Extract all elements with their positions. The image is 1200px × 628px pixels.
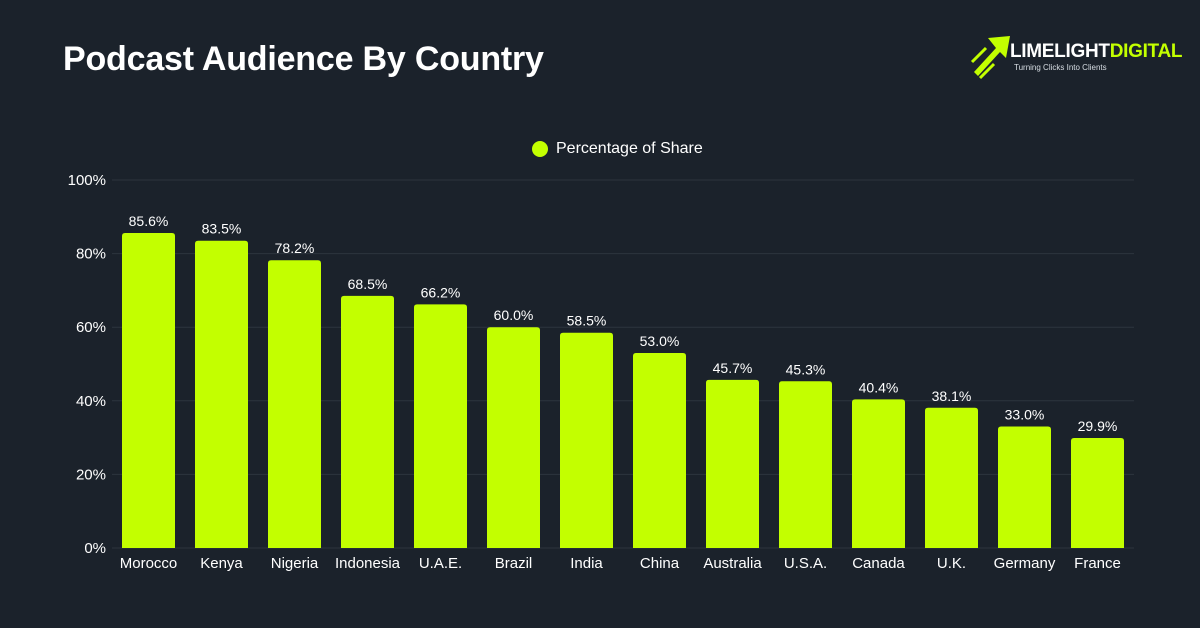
data-label: 40.4% [859,379,899,395]
x-tick-label: Brazil [495,555,533,572]
x-tick-label: Germany [994,555,1056,572]
x-tick-label: India [570,555,603,572]
data-label: 58.5% [567,313,607,329]
bar [268,260,321,548]
brand-name: LIMELIGHTDIGITAL [1010,41,1182,63]
x-tick-label: Kenya [200,555,243,572]
data-label: 78.2% [275,240,315,256]
data-label: 45.7% [713,360,753,376]
bar [195,240,248,548]
bar [414,304,467,548]
chart-legend: Percentage of Share [532,139,703,159]
bar [560,332,613,548]
arrow-rocket-icon [970,36,1010,80]
data-label: 53.0% [640,333,680,349]
data-label: 29.9% [1078,418,1118,434]
x-tick-label: U.K. [937,555,966,572]
legend-swatch [532,141,548,157]
data-label: 68.5% [348,276,388,292]
x-tick-label: Australia [703,555,762,572]
bar [1071,437,1124,548]
data-label: 66.2% [421,284,461,300]
y-tick-label: 40% [76,393,106,410]
data-label: 38.1% [932,388,972,404]
x-tick-label: China [640,555,680,572]
data-label: 45.3% [786,361,826,377]
bar [122,232,175,548]
bar [487,327,540,548]
bar [852,399,905,548]
legend-label: Percentage of Share [556,140,703,157]
data-label: 85.6% [129,213,169,229]
brand-tagline: Turning Clicks Into Clients [1014,63,1107,72]
bar [998,426,1051,548]
y-tick-label: 20% [76,466,106,483]
brand-name-green: DIGITAL [1109,41,1183,62]
bar [706,379,759,548]
brand-name-white: LIMELIGHT [1010,41,1110,62]
brand-logo: LIMELIGHTDIGITAL Turning Clicks Into Cli… [970,32,1182,80]
x-tick-label: France [1074,555,1121,572]
y-tick-label: 0% [84,540,106,557]
bar [341,295,394,548]
y-tick-label: 100% [68,172,106,189]
data-label: 60.0% [494,307,534,323]
x-tick-label: U.S.A. [784,555,827,572]
data-label: 33.0% [1005,407,1045,423]
x-tick-label: Canada [852,555,905,572]
data-label: 83.5% [202,221,242,237]
bar [633,352,686,548]
y-tick-label: 80% [76,246,106,263]
y-tick-label: 60% [76,319,106,336]
x-tick-label: Nigeria [271,555,319,572]
x-tick-label: Morocco [120,555,178,572]
x-tick-label: U.A.E. [419,555,462,572]
bar [779,381,832,548]
chart-title: Podcast Audience By Country [63,40,544,78]
x-tick-label: Indonesia [335,555,401,572]
bar [925,407,978,548]
